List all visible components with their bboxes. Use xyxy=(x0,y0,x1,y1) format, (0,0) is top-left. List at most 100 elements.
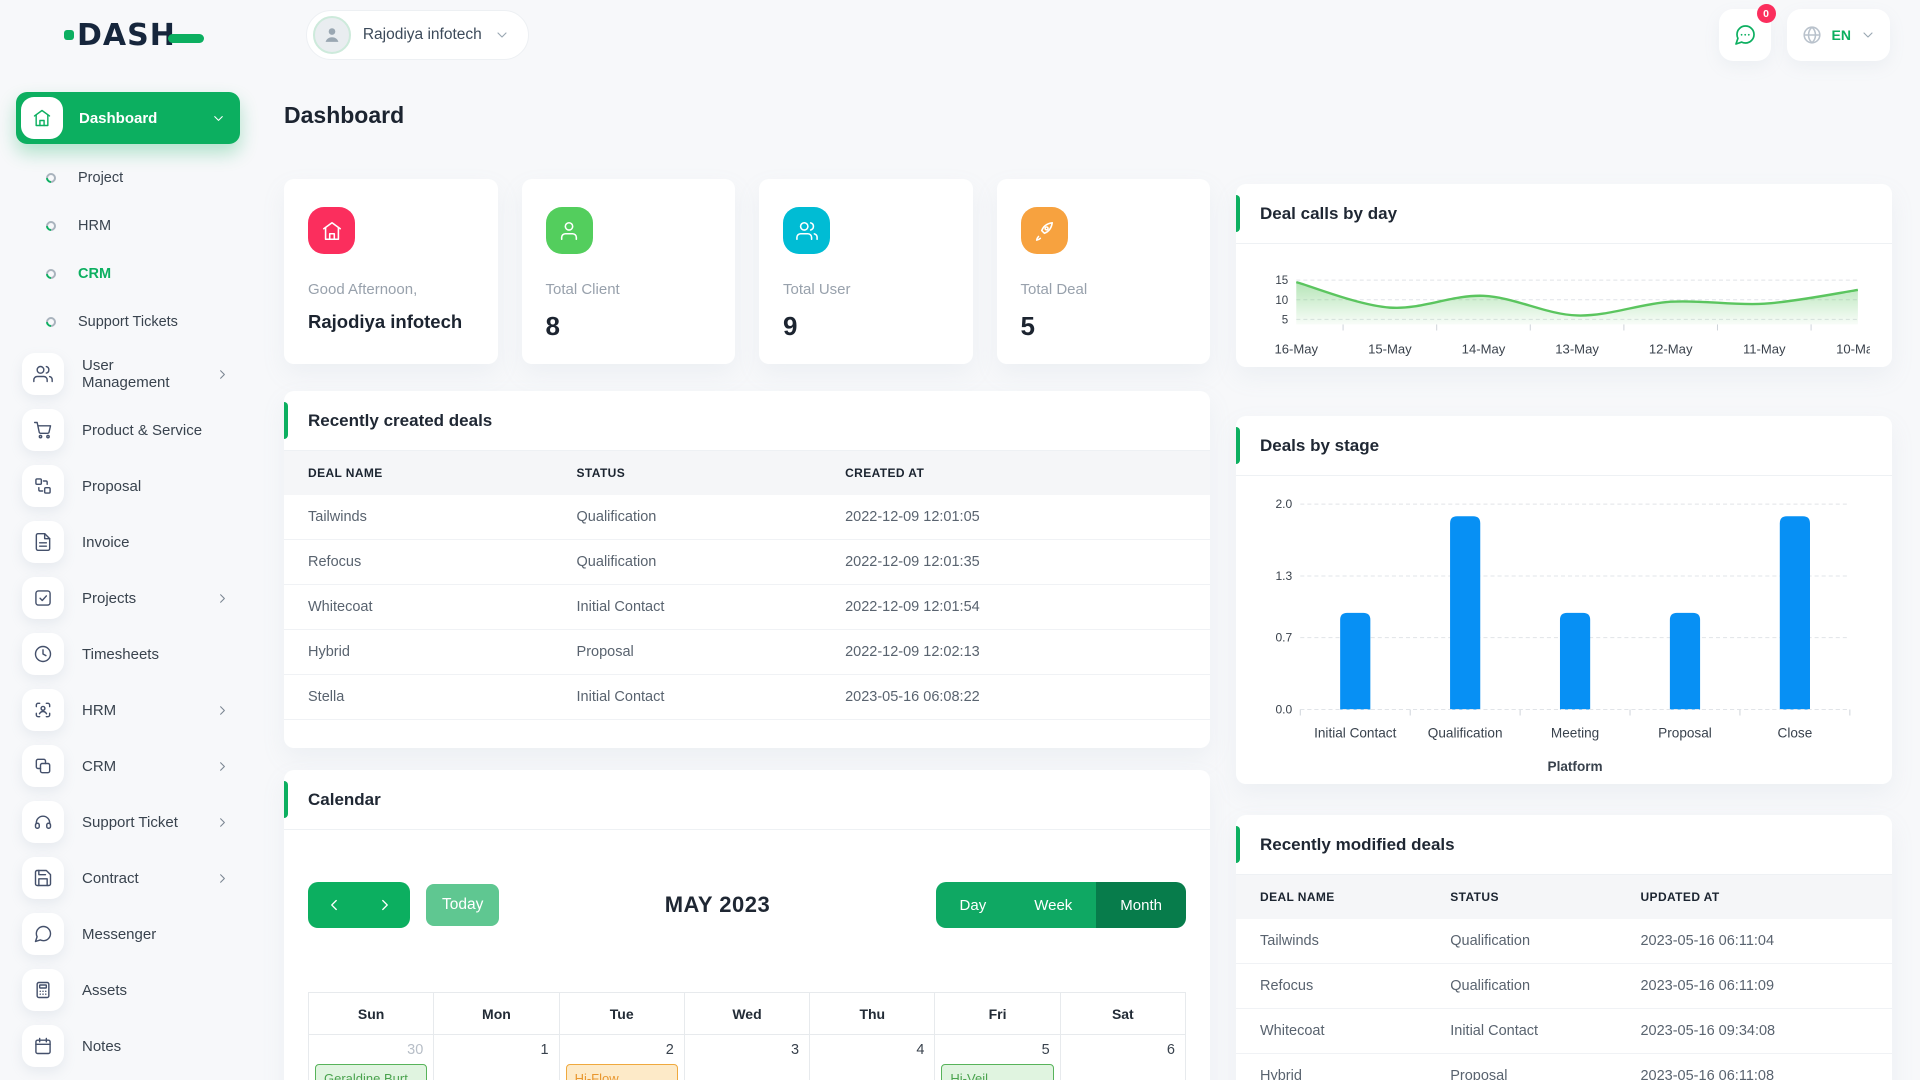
sidebar-item-label: Notes xyxy=(82,1037,122,1055)
calendar-day-cell[interactable]: 30 Geraldine Burt xyxy=(307,1034,435,1080)
calendar-day-cell[interactable]: 4 xyxy=(809,1034,936,1080)
sidebar-item-project[interactable]: Project xyxy=(16,154,240,202)
sidebar-item-support-ticket[interactable]: Support Ticket xyxy=(16,794,240,850)
sidebar: Dashboard Project HRM CRM Support Tickets Use… xyxy=(0,70,260,1080)
today-button[interactable]: Today xyxy=(426,884,500,926)
stat-label: Total Client xyxy=(545,281,620,298)
sidebar-item-messenger[interactable]: Messenger xyxy=(16,906,240,962)
sidebar-item-product-service[interactable]: Product & Service xyxy=(16,402,240,458)
calendar-day-cell[interactable]: 6 xyxy=(1059,1034,1187,1080)
svg-text:11-May: 11-May xyxy=(1743,342,1786,357)
company-selector[interactable]: Rajodiya infotech xyxy=(305,10,529,60)
weekday-header: Thu xyxy=(809,992,936,1035)
users-icon xyxy=(795,221,818,240)
calendar-day-cell[interactable]: 5 Hi-Veil xyxy=(934,1034,1061,1080)
sidebar-icon-box xyxy=(22,1025,64,1067)
sidebar-icon-box xyxy=(22,353,64,395)
check-square-icon xyxy=(35,590,51,606)
column-header: Created At xyxy=(821,451,1210,495)
sidebar-item-crm-sub[interactable]: CRM xyxy=(16,250,240,298)
calendar-day-cell[interactable]: 3 xyxy=(683,1034,811,1080)
users-icon xyxy=(783,207,830,254)
calendar-grid: Sun Mon Tue Wed Thu Fri Sat 30 Geraldine Burt 1 2 H… xyxy=(307,992,1187,1080)
calendar-event[interactable]: Geraldine Burt xyxy=(315,1064,428,1080)
svg-text:13-May: 13-May xyxy=(1555,342,1599,357)
sidebar-item-proposal[interactable]: Proposal xyxy=(16,458,240,514)
sidebar-item-assets[interactable]: Assets xyxy=(16,962,240,1018)
sidebar-item-projects[interactable]: Projects xyxy=(16,570,240,626)
sidebar-item-hrm-sub[interactable]: HRM xyxy=(16,202,240,250)
chevron-right-icon xyxy=(220,817,225,827)
calendar-day-cell[interactable]: 1 xyxy=(433,1034,560,1080)
sidebar-item-label: Support Tickets xyxy=(78,314,178,330)
view-week-button[interactable]: Week xyxy=(1010,882,1097,928)
svg-text:15-May: 15-May xyxy=(1368,342,1412,357)
calendar-event[interactable]: Hi-Flow xyxy=(565,1064,678,1080)
sidebar-item-label: CRM xyxy=(82,757,117,775)
save-icon xyxy=(34,869,52,887)
table-cell: 2022-12-09 12:01:54 xyxy=(821,584,1210,630)
sidebar-item-crm[interactable]: CRM xyxy=(16,738,240,794)
page-title: Dashboard xyxy=(284,102,405,128)
headset-icon xyxy=(34,815,52,829)
table-cell: Initial Contact xyxy=(1426,1008,1617,1054)
language-selector[interactable]: EN xyxy=(1786,9,1890,61)
day-number: 1 xyxy=(540,1042,549,1058)
sidebar-item-invoice[interactable]: Invoice xyxy=(16,514,240,570)
table-cell: Tailwinds xyxy=(284,495,553,540)
stat-cards-row: Good Afternoon, Rajodiya infotech Total Cl… xyxy=(284,179,1210,364)
next-month-button[interactable] xyxy=(359,882,410,928)
main-content: Dashboard Good Afternoon, Rajodiya infote… xyxy=(260,70,1920,1080)
deals-by-stage-chart-wrap: 0.0 0.7 1.3 2.0 Initial Contact Qualification… xyxy=(1236,476,1892,784)
sidebar-item-contract[interactable]: Contract xyxy=(16,850,240,906)
table-cell: 2022-12-09 12:02:13 xyxy=(821,629,1210,675)
stat-card-total-user: Total User 9 xyxy=(759,179,973,364)
view-day-button[interactable]: Day xyxy=(935,882,1011,928)
calendar-day-cell[interactable]: 2 Hi-Flow xyxy=(558,1034,685,1080)
prev-month-button[interactable] xyxy=(308,882,359,928)
table-cell: 2022-12-09 12:01:05 xyxy=(821,495,1210,540)
message-icon xyxy=(34,925,52,943)
sidebar-item-dashboard[interactable]: Dashboard xyxy=(16,92,240,144)
panel-title: Deals by stage xyxy=(1236,416,1892,476)
brand-logo[interactable]: DASH xyxy=(64,18,204,53)
sidebar-item-timesheets[interactable]: Timesheets xyxy=(16,626,240,682)
right-column: Deal calls by day 15 10 5 16-May 15-May 14-Ma… xyxy=(1236,94,1892,1080)
messages-button[interactable]: 0 xyxy=(1718,4,1776,61)
sidebar-item-label: Dashboard xyxy=(79,109,158,127)
table-cell: Proposal xyxy=(552,629,822,675)
chevron-right-icon xyxy=(220,761,225,771)
svg-text:1.3: 1.3 xyxy=(1275,569,1292,583)
sidebar-item-hrm[interactable]: HRM xyxy=(16,682,240,738)
chat-bubble-icon xyxy=(1733,23,1757,47)
weekday-header: Sat xyxy=(1059,992,1187,1035)
svg-text:Platform: Platform xyxy=(1548,759,1603,774)
left-column: Dashboard Good Afternoon, Rajodiya infote… xyxy=(284,94,1210,1080)
copy-icon xyxy=(35,758,51,774)
sidebar-item-support-tickets[interactable]: Support Tickets xyxy=(16,298,240,346)
sidebar-item-user-management[interactable]: User Management xyxy=(16,346,240,402)
sidebar-icon-box xyxy=(22,801,64,843)
sidebar-icon-box xyxy=(22,913,64,955)
column-header: Deal Name xyxy=(284,451,553,495)
rocket-icon xyxy=(1035,221,1054,241)
chevron-down-icon xyxy=(1863,32,1873,38)
table-cell: Refocus xyxy=(284,539,553,585)
calendar-event[interactable]: Hi-Veil xyxy=(941,1064,1054,1080)
sidebar-icon-box xyxy=(21,97,63,139)
chat-bubble-icon xyxy=(1734,25,1755,45)
table-cell: Refocus xyxy=(1236,963,1427,1009)
sidebar-item-label: Support Ticket xyxy=(82,813,178,831)
stat-label: Total User xyxy=(783,281,851,298)
sidebar-item-notes[interactable]: Notes xyxy=(16,1018,240,1074)
globe-icon xyxy=(1801,24,1823,46)
sidebar-item-label: CRM xyxy=(78,266,112,282)
sidebar-item-label: Assets xyxy=(82,981,128,999)
sidebar-item-label: Project xyxy=(78,170,124,186)
svg-text:10-May: 10-May xyxy=(1836,342,1870,357)
table-cell: Qualification xyxy=(552,539,822,585)
view-month-button[interactable]: Month xyxy=(1096,882,1186,928)
stat-card-greeting: Good Afternoon, Rajodiya infotech xyxy=(284,179,498,364)
stat-label: Total Deal xyxy=(1020,281,1088,298)
